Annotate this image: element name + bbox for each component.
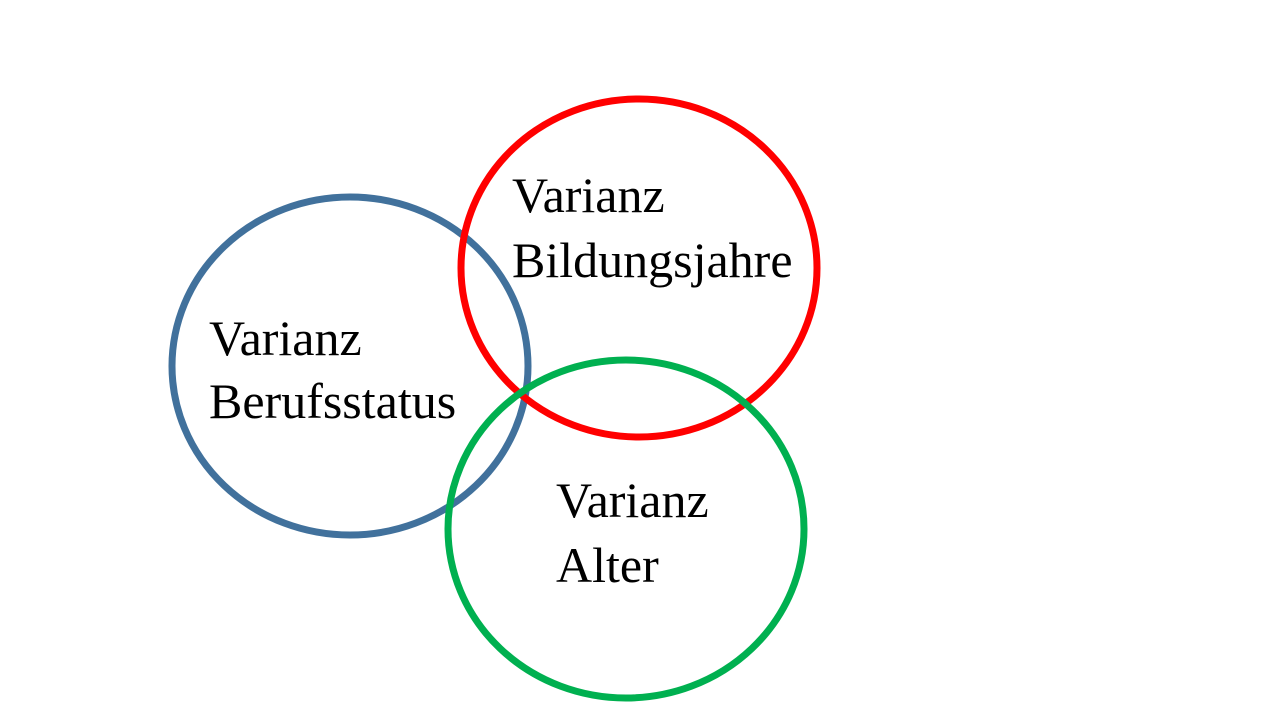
- label-berufsstatus-line1: Varianz: [209, 310, 362, 366]
- label-berufsstatus-line2: Berufsstatus: [209, 373, 456, 429]
- circle-alter: [444, 356, 808, 702]
- circle-berufsstatus: [168, 193, 532, 539]
- label-bildungsjahre-line1: Varianz: [512, 167, 665, 223]
- label-alter-line1: Varianz: [556, 472, 709, 528]
- label-bildungsjahre-line2: Bildungsjahre: [512, 232, 793, 288]
- label-alter-line2: Alter: [556, 537, 659, 593]
- circle-bildungsjahre: [457, 95, 821, 441]
